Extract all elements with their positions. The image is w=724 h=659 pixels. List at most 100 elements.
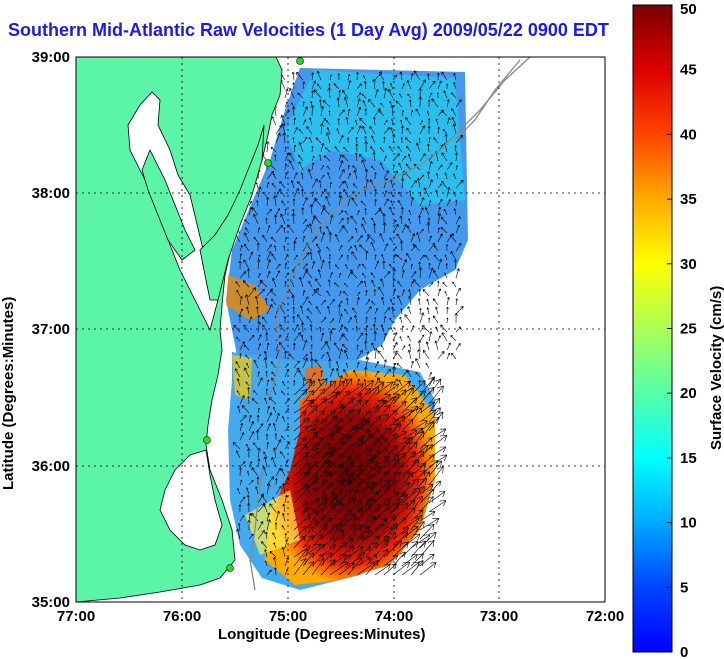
velocity-arrow [419,207,424,216]
velocity-arrow [338,378,353,396]
velocity-arrow [365,498,377,513]
velocity-arrow [316,70,322,81]
velocity-arrow [410,390,426,405]
velocity-arrow [441,152,448,162]
velocity-arrow [374,427,392,441]
velocity-arrow [329,541,348,558]
velocity-arrow [246,268,251,279]
velocity-arrow [329,182,332,189]
velocity-arrow [392,531,408,549]
axes-frame [75,56,606,603]
velocity-arrow [407,306,412,315]
velocity-arrow [309,204,314,216]
velocity-arrow [436,92,439,99]
velocity-arrow [272,447,277,459]
velocity-arrow [272,423,277,432]
velocity-arrow [251,398,259,405]
velocity-arrow [383,432,398,450]
velocity-arrow [275,224,283,234]
velocity-arrow [392,342,398,351]
velocity-arrow [437,227,441,234]
velocity-arrow [234,368,241,378]
velocity-arrow [317,250,322,261]
velocity-arrow [283,227,286,234]
velocity-arrow [356,106,362,117]
x-axis-label: Longitude (Degrees:Minutes) [218,626,426,643]
velocity-arrow [419,540,435,558]
velocity-arrow [452,191,457,198]
velocity-arrow [425,363,430,369]
velocity-arrow [455,287,461,297]
velocity-arrow [266,270,271,279]
velocity-arrow [383,170,389,180]
velocity-arrow [373,289,377,297]
velocity-arrow [341,343,349,351]
velocity-arrow [256,200,259,207]
contour-shelf-edge-outer [454,59,521,141]
velocity-arrow [313,89,322,99]
velocity-arrow [365,351,370,360]
velocity-arrow [356,380,374,396]
velocity-arrow [302,424,317,441]
velocity-arrow [257,334,262,342]
velocity-arrow [302,252,310,261]
velocity-arrow [270,290,277,297]
velocity-arrow [320,174,325,180]
velocity-arrow [356,458,374,477]
velocity-arrow [383,307,391,315]
colorbar-tick-label: 20 [680,385,697,402]
velocity-arrow [410,380,426,396]
velocity-arrow [281,123,286,135]
velocity-arrow [345,362,349,369]
velocity-arrow [293,452,309,468]
velocity-arrow [284,533,287,540]
velocity-arrow [392,380,412,396]
velocity-arrow [418,96,423,108]
velocity-arrow [428,92,433,99]
velocity-arrow [266,441,270,450]
velocity-arrow [428,282,434,288]
x-tick-label: 72:00 [586,608,624,625]
velocity-arrow [374,348,378,360]
hotspot-capehenlopen [232,355,252,400]
velocity-arrow [381,344,385,351]
velocity-arrow [419,454,435,468]
velocity-arrow [311,191,315,198]
velocity-arrow [337,304,342,315]
velocity-arrow [412,243,421,252]
velocity-arrow [338,348,343,360]
velocity-arrow [380,102,385,108]
velocity-arrow [293,172,298,180]
velocity-arrow [451,116,457,126]
velocity-arrow [301,207,305,216]
velocity-arrow [365,289,368,297]
velocity-arrow [290,180,295,189]
velocity-arrow [236,336,241,342]
velocity-arrow [302,339,308,351]
velocity-arrow [273,195,277,207]
velocity-arrow [401,526,419,540]
velocity-arrow [412,279,421,288]
velocity-arrow [320,299,327,306]
velocity-arrow [302,534,314,549]
velocity-arrow [242,280,250,288]
velocity-arrow [271,253,277,261]
velocity-arrow [284,101,288,108]
velocity-arrow [362,100,367,108]
velocity-arrow [338,562,355,576]
velocity-arrow [437,198,443,207]
velocity-arrow [383,127,390,135]
velocity-arrow [338,210,344,216]
velocity-arrow [288,160,295,171]
velocity-arrow [449,234,457,243]
velocity-arrow [300,334,304,342]
velocity-arrow [329,503,345,522]
velocity-arrow [454,145,457,153]
velocity-arrow [407,335,412,342]
velocity-arrow [392,551,406,567]
velocity-arrow [342,333,349,342]
velocity-arrow [388,145,394,153]
velocity-arrow [400,137,403,144]
velocity-arrow [392,75,398,81]
